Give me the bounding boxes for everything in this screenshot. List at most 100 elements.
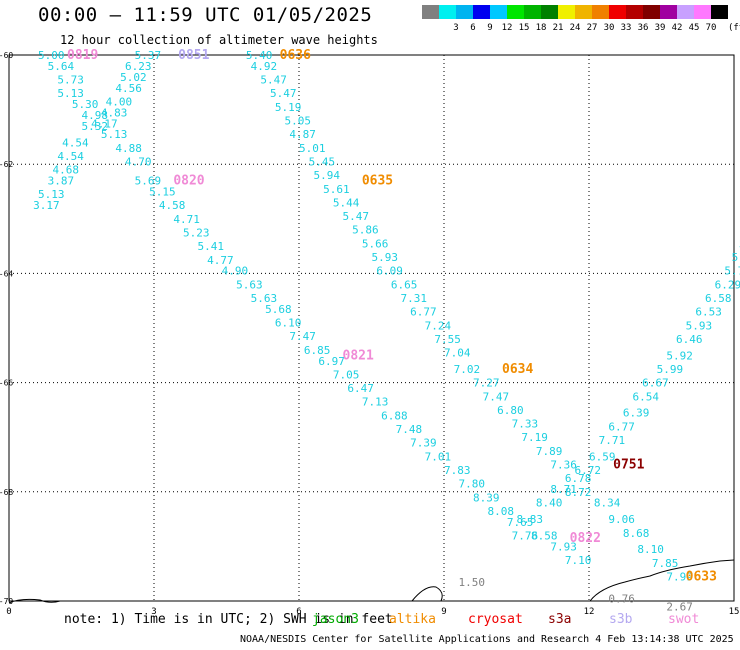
swh-value: 8.68: [623, 527, 650, 540]
swh-value: 6.53: [695, 306, 722, 319]
swh-value: 5.47: [343, 210, 370, 223]
swh-value: 5.23: [183, 226, 210, 239]
swh-value: 6.78: [565, 472, 592, 485]
swh-value: 7.48: [396, 423, 423, 436]
pass-time-label: 0821: [343, 348, 374, 363]
swh-value: 7.31: [401, 292, 428, 305]
legend-swatch: [524, 5, 541, 19]
swh-value: 6.59: [589, 450, 616, 463]
swh-value: 5.47: [260, 74, 287, 87]
swh-value: 5.15: [149, 186, 176, 199]
swh-value: 4.00: [106, 95, 132, 108]
legend-label: 45: [688, 23, 700, 33]
pass-time-label: 0633: [686, 569, 717, 584]
legend-label: 33: [620, 23, 632, 33]
swh-value: 4.17: [91, 117, 118, 130]
swh-value: 5.32: [82, 120, 109, 133]
satellite-label-cryosat: cryosat: [468, 612, 523, 627]
legend-label: 70: [705, 23, 717, 33]
swh-value: 5.63: [251, 292, 278, 305]
swh-value: 6.54: [633, 390, 660, 403]
swh-value: 4.87: [289, 128, 316, 141]
satellite-label-jason3: jason3: [312, 612, 359, 627]
swh-value: 5.73: [57, 74, 83, 87]
legend-swatch: [711, 5, 728, 19]
y-tick-label: -68: [0, 488, 13, 497]
swh-value: 5.68: [265, 303, 292, 316]
swh-value: 5.64: [48, 60, 75, 73]
swh-value: 4.77: [207, 254, 234, 267]
swh-value: 4.54: [62, 136, 89, 149]
legend-swatch: [609, 5, 626, 19]
swh-value: 6.23: [125, 60, 152, 73]
swh-value: 7.83: [444, 464, 471, 477]
swh-value: 7.24: [425, 319, 452, 332]
swh-value: 3.17: [33, 199, 60, 212]
satellite-label-altika: altika: [389, 612, 436, 627]
swh-value: 5.90: [739, 237, 740, 250]
swh-value-low: 1.50: [459, 576, 486, 589]
swh-value: 8.72: [565, 486, 592, 499]
legend-swatch: [490, 5, 507, 19]
swh-value: 4.90: [222, 265, 249, 278]
legend-label: 9: [487, 23, 493, 33]
swh-value: 5.94: [314, 169, 341, 182]
swh-value: 6.88: [381, 409, 408, 422]
x-tick-label: 9: [441, 607, 446, 617]
legend-swatch: [439, 5, 456, 19]
swh-value: 7.19: [521, 431, 548, 444]
satellite-label-s3b: s3b: [609, 612, 633, 627]
grid-lines: [9, 55, 734, 601]
swh-value: 5.99: [657, 363, 684, 376]
swh-value: 5.41: [198, 240, 225, 253]
legend-label: 39: [654, 23, 666, 33]
swh-value: 6.65: [391, 278, 418, 291]
swh-value: 7.10: [565, 554, 592, 567]
swh-value: 5.66: [362, 237, 389, 250]
swh-value: 5.86: [352, 224, 379, 237]
swh-value: 7.39: [410, 437, 437, 450]
legend-swatch: [643, 5, 660, 19]
swh-value: 5.93: [372, 251, 399, 264]
legend-swatch: [694, 5, 711, 19]
swh-value: 5.40: [246, 49, 272, 62]
swh-value: 7.99: [666, 570, 693, 583]
pass-time-label: 0851: [178, 48, 209, 63]
pass-time-label: 0820: [173, 174, 204, 189]
swh-value: 5.05: [285, 115, 312, 128]
swh-value: 7.76: [512, 529, 538, 542]
legend-swatch: [422, 5, 439, 19]
swh-value: 6.10: [275, 317, 302, 330]
swh-value: 8.58: [531, 529, 558, 542]
swh-value: 7.47: [289, 330, 316, 343]
swh-value: 8.10: [637, 543, 664, 556]
legend-swatch: [677, 5, 694, 19]
swh-value: 6.80: [497, 404, 523, 417]
swh-value: 5.13: [101, 128, 128, 141]
track-data-layer: 5.005.645.735.135.304.985.324.544.544.68…: [33, 48, 740, 613]
x-tick-label: 12: [584, 607, 595, 617]
pass-time-label: 0635: [362, 174, 393, 189]
swh-value: 7.80: [459, 478, 486, 491]
pass-time-label: 0634: [502, 362, 533, 377]
swh-value: 5.47: [270, 87, 297, 100]
legend-label: 12: [501, 23, 513, 33]
legend-swatch: [558, 5, 575, 19]
swh-value: 7.04: [444, 347, 471, 360]
swh-value: 6.77: [608, 420, 635, 433]
swh-value: 7.65: [507, 516, 534, 529]
plot-frame: [8, 54, 735, 602]
swh-value: 5.63: [236, 278, 263, 291]
swh-value: 7.89: [536, 445, 563, 458]
swh-value: 3.87: [48, 175, 75, 188]
legend-label: 21: [552, 23, 564, 33]
page-subtitle: 12 hour collection of altimeter wave hei…: [60, 33, 378, 47]
footer-credit: NOAA/NESDIS Center for Satellite Applica…: [240, 634, 734, 645]
pass-time-label: 0822: [570, 531, 601, 546]
swh-value: 6.97: [318, 355, 345, 368]
legend-swatch: [626, 5, 643, 19]
swh-value: 5.69: [135, 175, 162, 188]
swh-value: 5.67: [732, 251, 740, 264]
x-tick-label: 15: [729, 607, 740, 617]
